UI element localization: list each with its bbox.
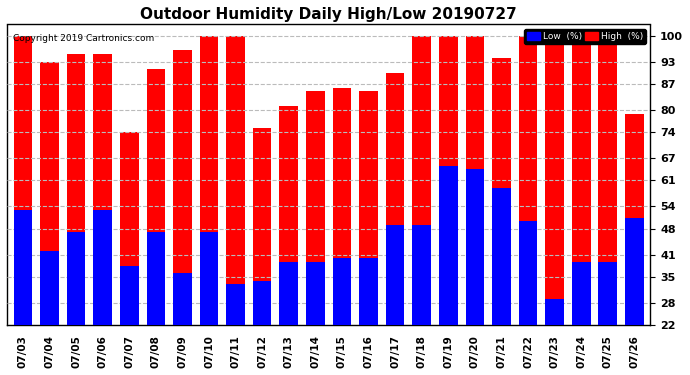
Bar <box>359 258 378 375</box>
Bar <box>519 36 538 375</box>
Text: Copyright 2019 Cartronics.com: Copyright 2019 Cartronics.com <box>13 33 155 42</box>
Bar <box>93 210 112 375</box>
Bar <box>598 36 617 375</box>
Bar <box>120 132 139 375</box>
Legend: Low  (%), High  (%): Low (%), High (%) <box>524 29 646 44</box>
Bar <box>545 299 564 375</box>
Bar <box>359 92 378 375</box>
Bar <box>173 273 192 375</box>
Bar <box>598 262 617 375</box>
Bar <box>386 73 404 375</box>
Bar <box>14 36 32 375</box>
Bar <box>413 36 431 375</box>
Bar <box>67 232 86 375</box>
Bar <box>333 88 351 375</box>
Bar <box>413 225 431 375</box>
Bar <box>120 266 139 375</box>
Bar <box>386 225 404 375</box>
Bar <box>492 188 511 375</box>
Bar <box>625 217 644 375</box>
Bar <box>492 58 511 375</box>
Bar <box>226 285 245 375</box>
Bar <box>40 251 59 375</box>
Bar <box>572 262 591 375</box>
Bar <box>333 258 351 375</box>
Bar <box>40 62 59 375</box>
Bar <box>572 36 591 375</box>
Bar <box>67 54 86 375</box>
Bar <box>173 51 192 375</box>
Bar <box>466 36 484 375</box>
Bar <box>519 221 538 375</box>
Bar <box>199 232 218 375</box>
Bar <box>279 106 298 375</box>
Bar <box>253 129 271 375</box>
Bar <box>466 170 484 375</box>
Bar <box>93 54 112 375</box>
Bar <box>306 92 325 375</box>
Bar <box>146 69 165 375</box>
Bar <box>306 262 325 375</box>
Bar <box>199 36 218 375</box>
Bar <box>14 210 32 375</box>
Bar <box>545 36 564 375</box>
Title: Outdoor Humidity Daily High/Low 20190727: Outdoor Humidity Daily High/Low 20190727 <box>140 7 517 22</box>
Bar <box>439 166 457 375</box>
Bar <box>279 262 298 375</box>
Bar <box>146 232 165 375</box>
Bar <box>439 36 457 375</box>
Bar <box>253 281 271 375</box>
Bar <box>625 114 644 375</box>
Bar <box>226 36 245 375</box>
